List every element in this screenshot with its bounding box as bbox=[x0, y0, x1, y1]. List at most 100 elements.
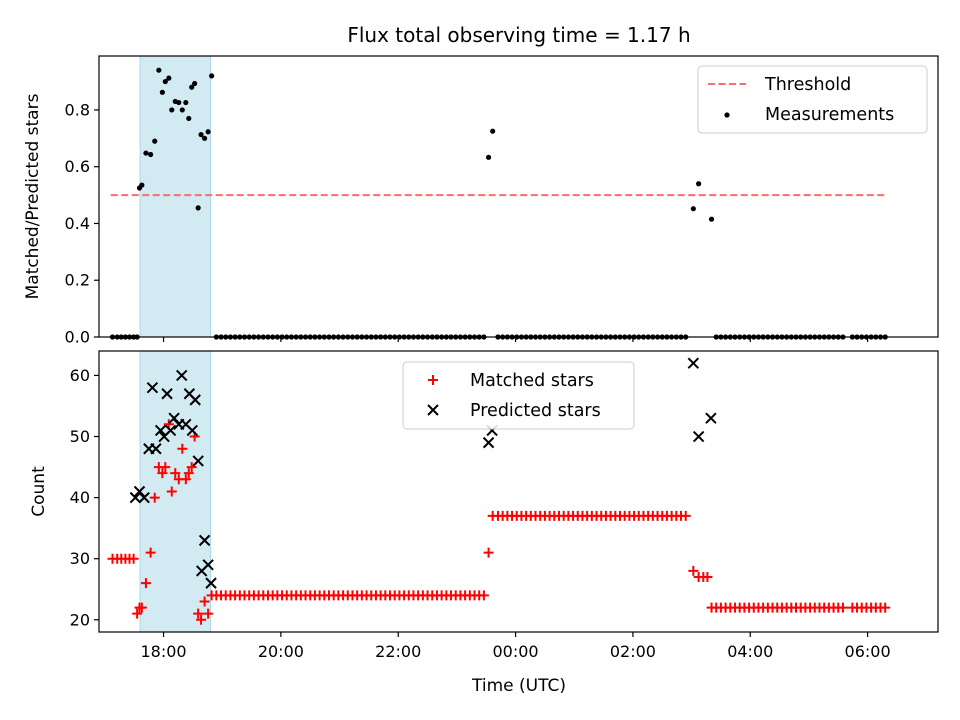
data-point bbox=[687, 357, 700, 369]
bottom-panel-counts: 20 30 40 50 60 18:00 20:00 22:00 00:00 02:00 04:00… bbox=[29, 350, 939, 661]
data-point bbox=[146, 381, 159, 394]
data-point bbox=[176, 99, 182, 106]
legend-box bbox=[697, 65, 928, 134]
series-matched-stars bbox=[107, 419, 891, 625]
x-axis-label: Time (UTC) bbox=[471, 676, 566, 696]
data-point bbox=[148, 151, 154, 158]
y-tick-label: 0.8 bbox=[65, 100, 90, 119]
data-point bbox=[132, 608, 143, 619]
data-point bbox=[189, 84, 195, 90]
data-point bbox=[199, 596, 210, 607]
data-point bbox=[128, 553, 139, 564]
data-point bbox=[170, 468, 181, 479]
data-point bbox=[202, 135, 208, 141]
data-point bbox=[138, 491, 150, 504]
legend-swatch bbox=[428, 375, 438, 385]
data-point bbox=[162, 78, 168, 85]
data-point bbox=[189, 394, 201, 406]
data-point bbox=[150, 443, 162, 455]
data-point bbox=[198, 534, 211, 547]
y-tick-label: 0.2 bbox=[65, 271, 90, 290]
legend-measurements-swatch bbox=[724, 112, 730, 118]
y-tick-label: 50 bbox=[70, 427, 90, 446]
legend: Matched stars Predicted stars bbox=[402, 361, 635, 430]
x-tick-label: 04:00 bbox=[727, 642, 773, 661]
data-point bbox=[186, 115, 192, 122]
x-tick-label: 22:00 bbox=[375, 642, 421, 661]
y-tick-label: 40 bbox=[70, 488, 90, 507]
legend-measurements-label: Measurements bbox=[765, 105, 894, 125]
y-tick-label: 0.0 bbox=[65, 328, 90, 347]
legend-threshold-label: Threshold bbox=[764, 75, 851, 95]
data-point bbox=[483, 547, 494, 558]
axes-frame bbox=[98, 350, 939, 633]
data-point bbox=[198, 132, 204, 138]
data-point bbox=[692, 430, 705, 443]
data-point bbox=[482, 436, 495, 449]
legend: Threshold Measurements bbox=[697, 65, 928, 134]
y-tick-label: 60 bbox=[70, 366, 90, 385]
data-point bbox=[485, 154, 492, 160]
x-tick-label: 06:00 bbox=[845, 642, 891, 661]
y-tick-label: 20 bbox=[70, 610, 90, 629]
data-point bbox=[696, 181, 702, 187]
data-point bbox=[183, 99, 189, 106]
data-point bbox=[161, 388, 173, 400]
data-point bbox=[186, 462, 197, 473]
data-point bbox=[702, 572, 713, 583]
data-point bbox=[195, 205, 201, 211]
y-tick-label: 0.4 bbox=[65, 214, 90, 233]
series-predicted-stars bbox=[129, 357, 717, 589]
data-point bbox=[145, 547, 156, 558]
data-point bbox=[136, 602, 147, 613]
data-point bbox=[177, 443, 188, 454]
data-point bbox=[129, 491, 142, 504]
data-point bbox=[705, 412, 717, 424]
data-point bbox=[196, 614, 207, 625]
data-point bbox=[156, 67, 162, 73]
x-tick-label: 00:00 bbox=[493, 642, 539, 661]
data-point bbox=[164, 424, 177, 437]
data-point bbox=[159, 89, 165, 95]
data-point bbox=[203, 608, 214, 619]
data-point bbox=[708, 216, 715, 222]
data-point bbox=[192, 80, 198, 87]
axes-frame bbox=[98, 55, 939, 338]
data-point bbox=[154, 424, 167, 437]
data-point bbox=[209, 73, 215, 79]
x-tick-label: 02:00 bbox=[610, 642, 656, 661]
data-point bbox=[690, 206, 696, 212]
data-point bbox=[149, 492, 160, 503]
y-axis-label: Count bbox=[29, 466, 49, 517]
y-axis-label: Matched/Predicted stars bbox=[23, 93, 43, 299]
data-point bbox=[205, 129, 211, 135]
data-point bbox=[166, 75, 172, 81]
data-point bbox=[478, 590, 489, 601]
data-point bbox=[133, 485, 146, 498]
data-point bbox=[193, 608, 204, 619]
legend-box bbox=[402, 361, 635, 430]
data-point bbox=[157, 468, 168, 479]
data-point bbox=[180, 474, 191, 485]
data-point bbox=[205, 577, 217, 589]
data-point bbox=[166, 486, 177, 497]
legend-label: Matched stars bbox=[470, 371, 594, 391]
chart-title: Flux total observing time = 1.17 h bbox=[347, 23, 690, 47]
data-point bbox=[139, 182, 145, 188]
data-point bbox=[202, 559, 214, 571]
observing-window-span bbox=[139, 55, 211, 338]
data-point bbox=[837, 602, 848, 613]
data-point bbox=[169, 107, 175, 113]
data-point bbox=[140, 578, 151, 589]
data-point bbox=[192, 455, 204, 467]
x-tick-label: 20:00 bbox=[258, 642, 304, 661]
data-point bbox=[160, 462, 171, 473]
data-point bbox=[168, 412, 180, 424]
data-point bbox=[176, 369, 188, 382]
data-point bbox=[680, 510, 691, 521]
data-point bbox=[183, 468, 194, 479]
top-panel-ratio: 0.0 0.2 0.4 0.6 0.8 Matched/Predicted stars Th… bbox=[23, 55, 939, 347]
data-point bbox=[880, 602, 891, 613]
x-tick-label: 18:00 bbox=[140, 642, 186, 661]
